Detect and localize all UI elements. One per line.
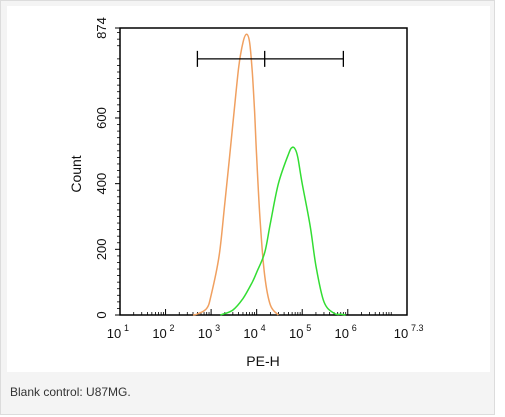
x-tick-base: 10 [198,326,212,341]
x-tick-label: 10 4 [243,323,265,341]
series-layer [192,33,346,316]
x-tick-label: 10 2 [152,323,174,341]
x-tick-base: 10 [107,326,121,341]
y-tick-label: 200 [94,238,109,260]
x-tick-label: 10 3 [198,323,220,341]
y-axis-ticks: 0 200 400 600 874 [94,17,120,319]
y-axis-title: Count [68,155,84,192]
x-tick-exponent: 2 [170,323,175,333]
x-tick-base: 10 [335,326,349,341]
x-tick-label: 10 6 [335,323,357,341]
histogram-series-2 [220,146,346,316]
y-tick-label: 874 [94,17,109,39]
x-tick-exponent: 3 [215,323,220,333]
x-tick-base: 10 [152,326,166,341]
y-tick-label: 600 [94,107,109,129]
y-tick-label: 0 [94,311,109,318]
figure-frame: 10 1 10 2 10 3 10 4 10 5 10 6 10 7.3 0 200 400 600 874 PE… [0,0,495,415]
x-tick-base: 10 [289,326,303,341]
x-tick-exponent: 7.3 [411,323,424,333]
x-tick-base: 10 [243,326,257,341]
y-tick-label: 400 [94,173,109,195]
x-tick-label: 10 1 [107,323,129,341]
x-tick-exponent: 4 [261,323,266,333]
x-tick-label: 10 7.3 [394,323,424,341]
x-axis-title: PE-H [246,353,279,369]
plot-frame [119,27,408,316]
x-axis-ticks: 10 1 10 2 10 3 10 4 10 5 10 6 10 7.3 [107,309,424,341]
x-tick-exponent: 1 [124,323,129,333]
x-tick-base: 10 [394,326,408,341]
x-tick-label: 10 5 [289,323,311,341]
figure-area: 10 1 10 2 10 3 10 4 10 5 10 6 10 7.3 0 200 400 600 874 PE… [7,6,490,372]
x-tick-exponent: 5 [306,323,311,333]
gate-marker [196,50,345,67]
x-tick-exponent: 6 [352,323,357,333]
figure-caption: Blank control: U87MG. [10,385,131,399]
histogram-series-1 [192,33,279,316]
